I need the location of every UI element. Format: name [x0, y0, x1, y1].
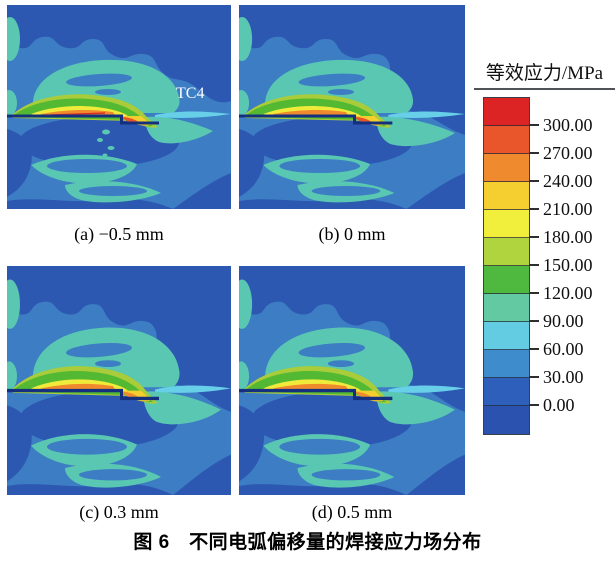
figure-caption: 图 6 不同电弧偏移量的焊接应力场分布: [133, 532, 482, 553]
colorbar-tick-label: 180.00: [543, 227, 593, 247]
colorbar-block: [484, 378, 529, 406]
panel-caption-a: (a) −0.5 mm: [74, 224, 164, 244]
colorbar-tick: [529, 292, 539, 294]
colorbar-block: [484, 154, 529, 182]
colorbar-tick-label: 30.00: [543, 367, 584, 387]
colorbar-tick-label: 60.00: [543, 339, 584, 359]
colorbar-block: [484, 322, 529, 350]
stress-map-panel-d: [239, 266, 465, 495]
colorbar-tick: [529, 404, 539, 406]
colorbar-block: [484, 266, 529, 294]
colorbar-tick: [529, 152, 539, 154]
panel-caption-d: (d) 0.5 mm: [311, 502, 393, 522]
stress-contour: [239, 266, 465, 495]
colorbar-block: [484, 98, 529, 126]
stress-map-panel-c: [7, 266, 231, 495]
colorbar-labels: 300.00 270.00 240.00 210.00 180.00 150.00 120.…: [474, 56, 615, 452]
colorbar-tick-label: 270.00: [543, 143, 593, 163]
colorbar-block: [484, 182, 529, 210]
colorbar-tick-label: 150.00: [543, 255, 593, 275]
stress-contour: [239, 5, 465, 209]
colorbar-tick-label: 300.00: [543, 115, 593, 135]
legend-title: 等效应力/MPa: [485, 63, 604, 84]
colorbar-tick: [529, 180, 539, 182]
colorbar-block: [484, 406, 529, 434]
colorbar-tick: [529, 376, 539, 378]
stress-map-panel-b: [239, 5, 465, 209]
stress-contour: [7, 266, 231, 495]
colorbar-tick: [529, 208, 539, 210]
panel-caption-b: (b) 0 mm: [318, 224, 386, 244]
colorbar-block: [484, 294, 529, 322]
colorbar-tick-label: 120.00: [543, 283, 593, 303]
colorbar-tick: [529, 124, 539, 126]
colorbar-tick: [529, 264, 539, 266]
colorbar-tick: [529, 320, 539, 322]
colorbar-block: [484, 238, 529, 266]
legend-rule: [474, 88, 615, 90]
colorbar-block: [484, 350, 529, 378]
colorbar-tick: [529, 348, 539, 350]
stress-contour: TC4: [7, 5, 231, 209]
colorbar-tick-label: 240.00: [543, 171, 593, 191]
panel-caption-c: (c) 0.3 mm: [79, 502, 159, 522]
colorbar-block: [484, 126, 529, 154]
colorbar: [483, 97, 530, 435]
tc4-annotation: TC4: [176, 85, 204, 102]
colorbar-tick-label: 0.00: [543, 395, 575, 415]
stress-legend: 等效应力/MPa 300.00 270.00 240.00 210.00 180.00 1…: [474, 56, 615, 452]
colorbar-block: [484, 210, 529, 238]
stress-map-panel-a: TC4: [7, 5, 231, 209]
colorbar-tick-label: 210.00: [543, 199, 593, 219]
colorbar-tick-label: 90.00: [543, 311, 584, 331]
colorbar-tick: [529, 236, 539, 238]
